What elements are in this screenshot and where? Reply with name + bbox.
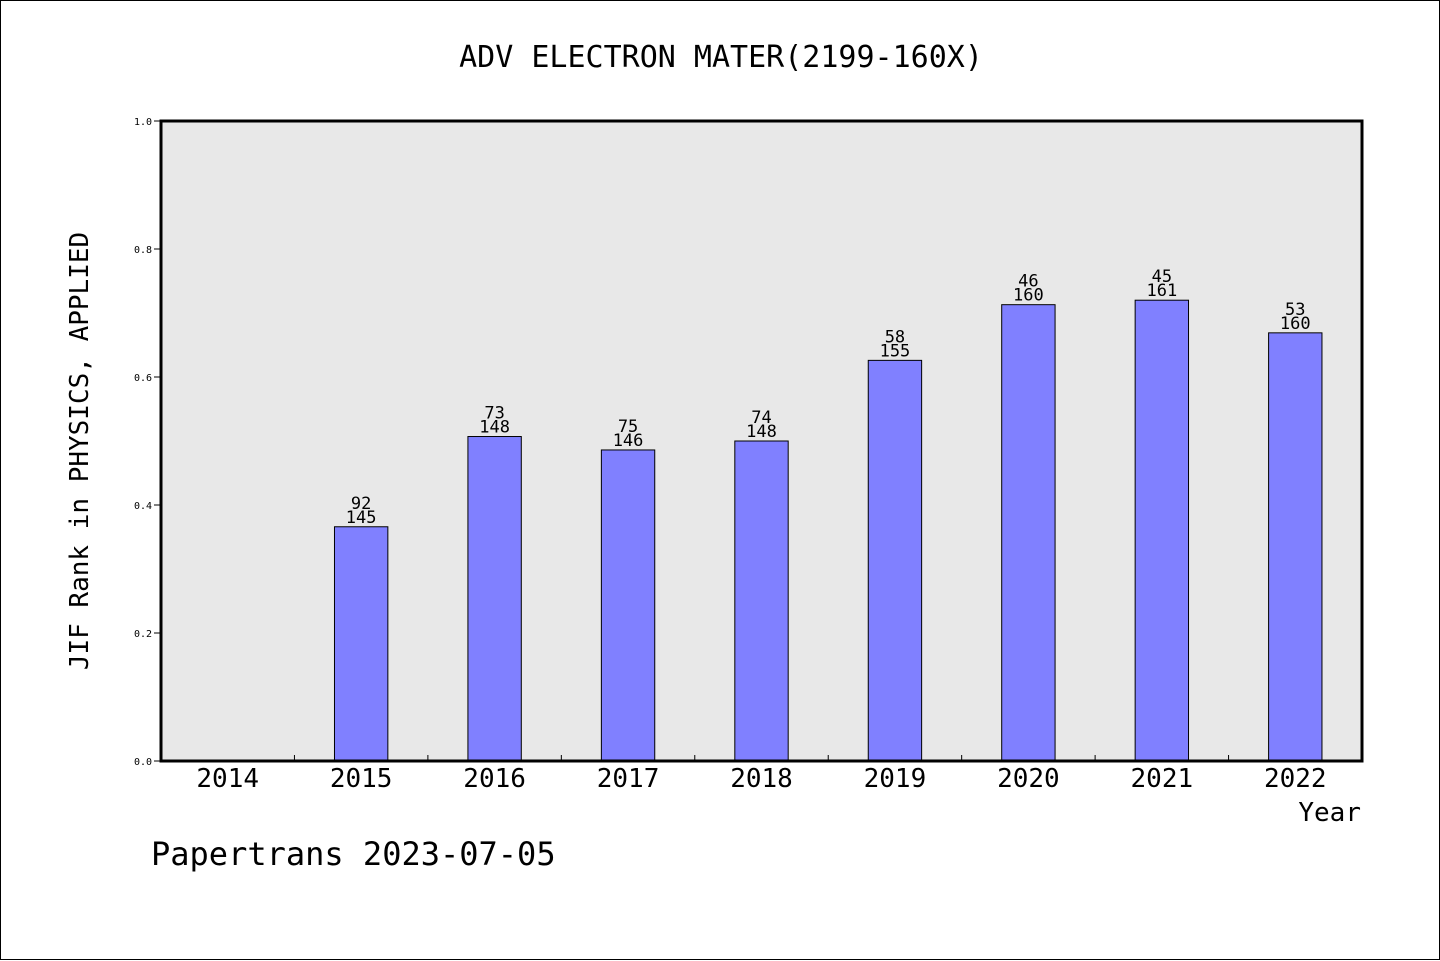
bar-2022 bbox=[1268, 332, 1323, 762]
bar-rank-label: 53 bbox=[1285, 300, 1305, 320]
x-tick-label: 2020 bbox=[997, 764, 1060, 794]
y-tick-label: 0.8 bbox=[134, 245, 152, 256]
bar-2020 bbox=[1001, 304, 1056, 762]
y-axis: 0.0 0.2 0.4 0.6 0.8 1.0 bbox=[134, 117, 161, 768]
plot-border bbox=[159, 119, 1364, 763]
bar-2019 bbox=[867, 359, 923, 762]
watermark-text: Papertrans 2023-07-05 bbox=[151, 835, 556, 873]
y-tick-label: 1.0 bbox=[134, 117, 152, 128]
x-tick-label: 2021 bbox=[1131, 764, 1194, 794]
x-tick-label: 2014 bbox=[196, 764, 259, 794]
y-tick-label: 0.4 bbox=[134, 501, 152, 512]
bar-total-label: 148 bbox=[479, 418, 510, 438]
bar-rank-label: 75 bbox=[618, 417, 638, 437]
x-tick-label: 2016 bbox=[463, 764, 526, 794]
y-tick-label: 0.6 bbox=[134, 373, 152, 384]
bar-total-label: 148 bbox=[746, 422, 777, 442]
bar-rank-label: 74 bbox=[751, 408, 771, 428]
x-axis-label: Year bbox=[1298, 798, 1361, 828]
y-axis-label: JIF Rank in PHYSICS, APPLIED bbox=[65, 232, 95, 670]
x-tick-label: 2019 bbox=[864, 764, 927, 794]
bar-total-label: 160 bbox=[1013, 286, 1044, 306]
x-axis: 2014 2015 2016 2017 2018 2019 2020 2021 2022 bbox=[196, 755, 1327, 794]
bar-rank-label: 73 bbox=[484, 404, 504, 424]
bar-rank-label: 92 bbox=[351, 494, 371, 514]
x-tick-label: 2017 bbox=[597, 764, 660, 794]
x-tick-label: 2022 bbox=[1264, 764, 1327, 794]
bar-rank-label: 45 bbox=[1152, 267, 1172, 287]
x-tick-label: 2015 bbox=[330, 764, 393, 794]
bar-2018 bbox=[734, 440, 789, 762]
bar-total-label: 145 bbox=[346, 508, 377, 528]
bar-total-label: 146 bbox=[613, 431, 644, 451]
y-tick-label: 0.2 bbox=[134, 629, 152, 640]
bar-2021 bbox=[1134, 299, 1190, 762]
bar-2017 bbox=[600, 449, 656, 762]
bar-2015 bbox=[333, 526, 389, 762]
bar-rank-label: 58 bbox=[885, 327, 905, 347]
chart-title: ADV ELECTRON MATER(2199-160X) bbox=[459, 40, 983, 75]
x-tick-label: 2018 bbox=[730, 764, 793, 794]
bar-rank-label: 46 bbox=[1018, 272, 1038, 292]
bar-total-label: 155 bbox=[880, 341, 911, 361]
y-tick-label: 0.0 bbox=[134, 757, 152, 768]
bar-2016 bbox=[467, 436, 522, 762]
bar-total-label: 160 bbox=[1280, 314, 1311, 334]
bar-total-label: 161 bbox=[1146, 281, 1177, 301]
